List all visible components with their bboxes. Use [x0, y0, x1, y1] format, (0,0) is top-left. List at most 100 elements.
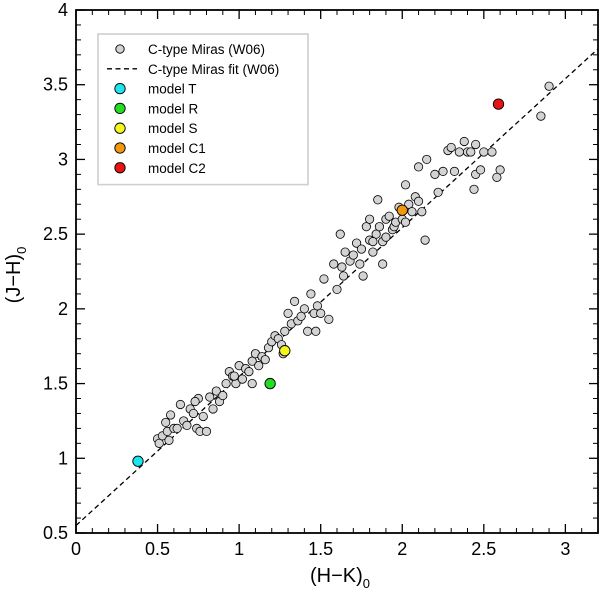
- legend-swatch-marker: [114, 122, 126, 134]
- data-point: [368, 247, 378, 257]
- x-tick-label: 2.5: [471, 539, 496, 559]
- x-axis-title: (H−K)0: [310, 565, 370, 591]
- data-point: [329, 259, 339, 269]
- legend-label: model S: [148, 121, 198, 136]
- data-point: [208, 404, 218, 414]
- data-point: [438, 166, 448, 176]
- data-point: [283, 308, 293, 318]
- data-point: [413, 196, 424, 206]
- data-point: [371, 229, 381, 239]
- legend-label: C-type Miras fit (W06): [148, 62, 279, 77]
- x-tick-label: 3: [560, 539, 570, 559]
- y-tick-label: 1.5: [43, 374, 68, 394]
- legend-label: model T: [148, 82, 197, 97]
- data-point: [413, 162, 424, 172]
- y-tick-label: 2: [58, 299, 68, 319]
- data-point: [312, 301, 323, 311]
- legend-box: [97, 33, 309, 186]
- data-point: [459, 136, 469, 147]
- y-tick-label: 3.5: [43, 75, 68, 95]
- point-model-c1: [396, 204, 408, 216]
- x-tick-label: 0: [71, 539, 81, 559]
- point-model-r: [264, 377, 276, 390]
- data-point: [400, 217, 411, 227]
- point-model-s: [279, 345, 291, 357]
- data-point: [400, 180, 411, 190]
- data-point: [449, 166, 460, 176]
- data-point: [247, 356, 257, 366]
- x-tick-label: 1: [234, 539, 244, 559]
- data-point: [487, 147, 497, 157]
- data-point: [417, 207, 427, 217]
- legend-swatch-marker: [114, 82, 126, 95]
- data-point: [479, 147, 489, 157]
- data-point: [316, 308, 326, 318]
- data-point: [260, 355, 270, 365]
- x-tick-label: 0.5: [145, 539, 170, 559]
- data-point: [381, 232, 391, 242]
- data-point: [355, 259, 365, 269]
- y-tick-label: 0.5: [43, 523, 68, 543]
- data-point: [299, 304, 309, 314]
- data-point: [337, 262, 347, 272]
- data-point: [430, 169, 440, 179]
- data-point: [404, 199, 414, 209]
- data-point: [420, 235, 430, 245]
- data-point: [247, 378, 257, 389]
- data-point: [218, 390, 228, 401]
- point-model-t: [132, 455, 144, 467]
- ticks-layer: 0 0.5 1 1.5 2 2.5 30.511.522.533.54: [43, 0, 599, 559]
- data-point: [211, 386, 221, 396]
- data-point: [358, 271, 368, 281]
- data-point: [544, 81, 554, 91]
- legend-swatch-marker: [115, 44, 125, 54]
- data-point: [454, 147, 464, 157]
- data-point: [182, 420, 192, 431]
- data-point: [306, 289, 316, 299]
- legend-swatch-marker: [114, 142, 126, 154]
- data-point: [492, 172, 502, 182]
- data-point: [311, 326, 321, 336]
- data-point: [205, 392, 215, 402]
- data-point: [166, 410, 176, 420]
- data-point: [422, 154, 432, 165]
- legend-swatch-marker: [114, 102, 126, 115]
- data-point: [319, 274, 329, 284]
- data-point: [356, 244, 367, 254]
- data-point: [495, 165, 505, 175]
- data-point: [161, 417, 171, 428]
- data-point: [198, 411, 208, 422]
- data-point: [335, 229, 345, 239]
- data-point: [384, 211, 394, 221]
- data-point: [338, 271, 349, 281]
- data-point: [469, 184, 479, 194]
- data-point: [446, 142, 456, 153]
- data-point: [466, 147, 476, 157]
- data-point: [348, 250, 358, 260]
- data-point: [340, 247, 350, 257]
- data-point: [368, 237, 378, 247]
- legend-label: model C2: [148, 161, 206, 176]
- data-point: [244, 367, 254, 377]
- data-point: [289, 296, 300, 306]
- data-point: [164, 435, 174, 445]
- x-tick-label: 1.5: [308, 539, 333, 559]
- data-point: [172, 423, 182, 433]
- y-tick-label: 2.5: [43, 224, 68, 244]
- data-point: [221, 378, 231, 389]
- data-point: [433, 187, 443, 197]
- data-point: [471, 139, 481, 150]
- data-point: [188, 408, 199, 419]
- data-point: [324, 314, 334, 324]
- legend-swatch-marker: [114, 162, 126, 174]
- data-point: [361, 222, 371, 232]
- data-point: [351, 238, 362, 248]
- data-point: [175, 399, 185, 410]
- data-point: [190, 396, 200, 407]
- y-tick-label: 1: [58, 448, 68, 468]
- points-layer: [132, 81, 554, 467]
- data-point: [475, 165, 486, 175]
- data-point: [229, 371, 239, 381]
- data-point: [237, 374, 247, 384]
